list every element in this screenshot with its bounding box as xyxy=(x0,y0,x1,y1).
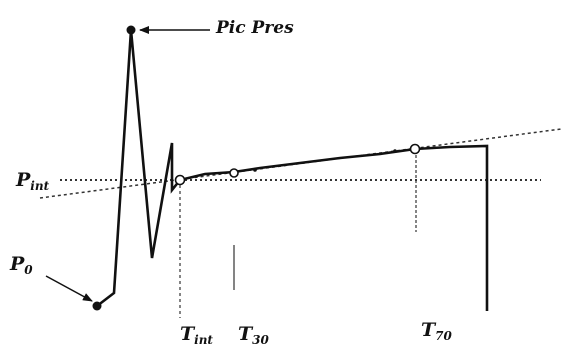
t30-label-sub: 30 xyxy=(252,333,269,347)
t30-point-marker xyxy=(229,168,239,178)
pressure-curve xyxy=(96,29,489,311)
pic-pres-label: Pic Pres xyxy=(215,18,294,38)
t70-label-sub: 70 xyxy=(435,329,452,343)
t70-label-main: T xyxy=(421,319,437,341)
trend-dot-a xyxy=(253,168,257,172)
t30-label-main: T xyxy=(238,323,254,345)
t70-label: T70 xyxy=(421,319,452,343)
trend-dot-b xyxy=(393,149,397,153)
peak-pressure-marker xyxy=(126,25,136,35)
p0-label-sub: 0 xyxy=(24,263,33,277)
p0-marker xyxy=(92,301,102,311)
t-int-label-main: T xyxy=(180,323,196,345)
t70-point-marker xyxy=(409,143,421,155)
p-int-label-sub: int xyxy=(30,179,49,193)
p0-label: P0 xyxy=(9,253,33,277)
p-int-label-main: P xyxy=(15,169,31,191)
t-int-point-marker xyxy=(174,174,186,186)
p0-label-main: P xyxy=(9,253,25,275)
p-int-label: Pint xyxy=(15,169,50,193)
p0-arrow xyxy=(45,275,93,302)
t-int-label: Tint xyxy=(180,323,213,347)
t30-label: T30 xyxy=(238,323,269,347)
t-int-label-sub: int xyxy=(194,333,213,347)
